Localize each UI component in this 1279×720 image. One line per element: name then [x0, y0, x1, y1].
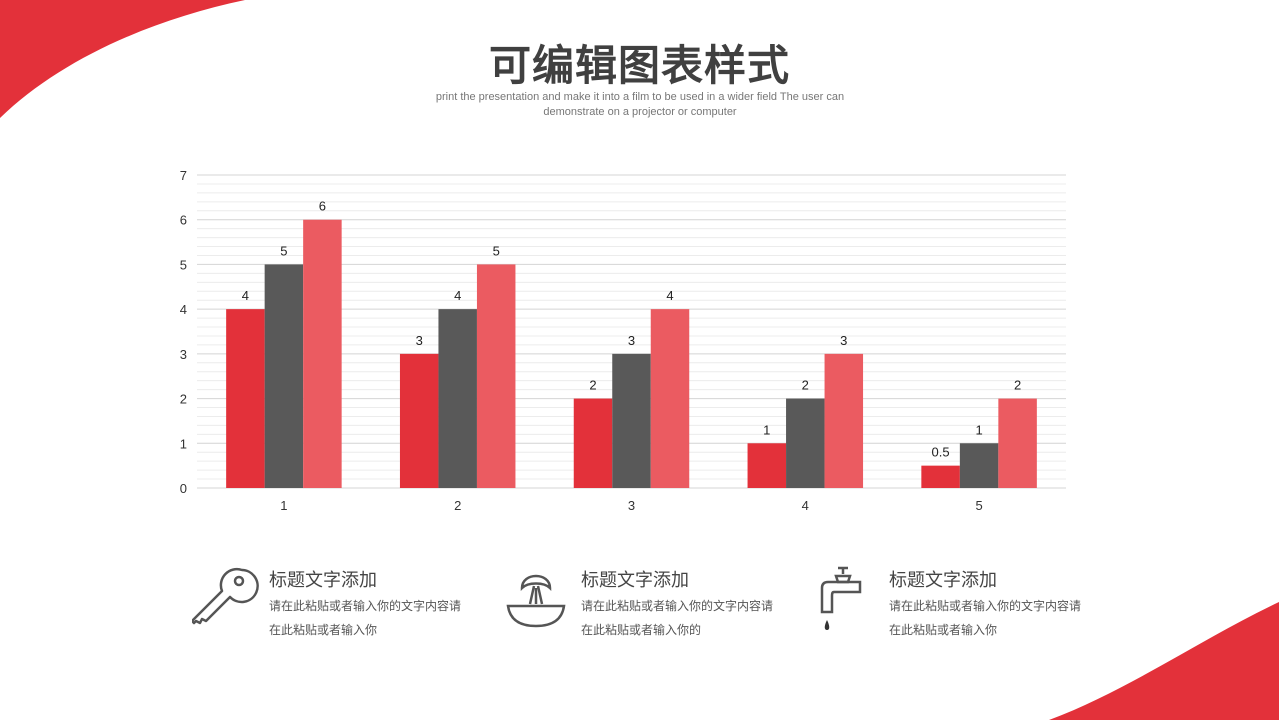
faucet-icon — [820, 566, 862, 630]
y-tick-label: 0 — [180, 481, 187, 496]
data-label: 1 — [763, 422, 770, 437]
bar — [476, 264, 516, 488]
x-tick-label: 1 — [280, 498, 287, 513]
feature-item: 标题文字添加 请在此粘贴或者输入你的文字内容请在此粘贴或者输入你 — [812, 562, 1081, 642]
x-tick-label: 2 — [454, 498, 461, 513]
y-tick-label: 2 — [180, 392, 187, 407]
feature-title: 标题文字添加 — [581, 570, 689, 591]
y-tick-label: 6 — [180, 213, 187, 228]
y-tick-label: 1 — [180, 436, 187, 451]
corner-swoosh-top-left — [0, 0, 245, 118]
bar — [786, 398, 825, 488]
bar — [824, 353, 864, 488]
bar — [650, 309, 690, 488]
data-label: 2 — [589, 378, 596, 393]
bar — [399, 353, 439, 488]
bar — [998, 398, 1037, 488]
feature-item: 标题文字添加 请在此粘贴或者输入你的文字内容请在此粘贴或者输入你的 — [504, 562, 773, 642]
feature-item: 标题文字添加 请在此粘贴或者输入你的文字内容请在此粘贴或者输入你 — [192, 562, 461, 642]
data-label: 0.5 — [932, 445, 950, 460]
data-label: 4 — [454, 288, 461, 303]
y-tick-label: 3 — [180, 347, 187, 362]
corner-swoosh-bottom-right — [1049, 602, 1279, 720]
bar — [612, 353, 651, 488]
feature-title: 标题文字添加 — [269, 570, 377, 591]
bar — [226, 309, 265, 488]
data-label: 2 — [802, 378, 809, 393]
y-tick-label: 5 — [180, 257, 187, 272]
data-label: 3 — [628, 333, 635, 348]
bar — [438, 309, 477, 488]
juicer-icon — [506, 574, 566, 628]
page-subtitle: print the presentation and make it into … — [435, 91, 845, 118]
bar — [573, 398, 613, 488]
feature-title: 标题文字添加 — [889, 570, 997, 591]
data-label: 6 — [319, 199, 326, 214]
y-tick-label: 7 — [180, 168, 187, 183]
bar — [959, 443, 999, 488]
data-label: 4 — [242, 288, 249, 303]
bar-chart: 0 1 2 3 4 5 6 7 1 4 5 6 2 3 4 5 3 2 3 4 4 1 2 3 5 0.5 1 2 — [180, 168, 1066, 513]
y-tick-label: 4 — [180, 302, 187, 317]
x-tick-label: 4 — [802, 498, 809, 513]
data-label: 5 — [493, 243, 500, 258]
data-label: 5 — [280, 243, 287, 258]
feature-text: 请在此粘贴或者输入你的文字内容请在此粘贴或者输入你 — [889, 599, 1082, 637]
x-tick-label: 3 — [628, 498, 635, 513]
data-label: 4 — [666, 288, 673, 303]
data-label: 1 — [975, 422, 982, 437]
feature-text: 请在此粘贴或者输入你的文字内容请在此粘贴或者输入你 — [269, 599, 462, 637]
feature-text: 请在此粘贴或者输入你的文字内容请在此粘贴或者输入你的 — [581, 599, 774, 637]
key-icon — [192, 567, 259, 625]
bar — [264, 264, 304, 488]
x-tick-label: 5 — [975, 498, 982, 513]
data-label: 3 — [840, 333, 847, 348]
data-label: 2 — [1014, 378, 1021, 393]
bar — [921, 465, 960, 488]
bar — [747, 443, 787, 488]
page-title: 可编辑图表样式 — [488, 41, 790, 90]
data-label: 3 — [416, 333, 423, 348]
bar — [303, 219, 342, 488]
